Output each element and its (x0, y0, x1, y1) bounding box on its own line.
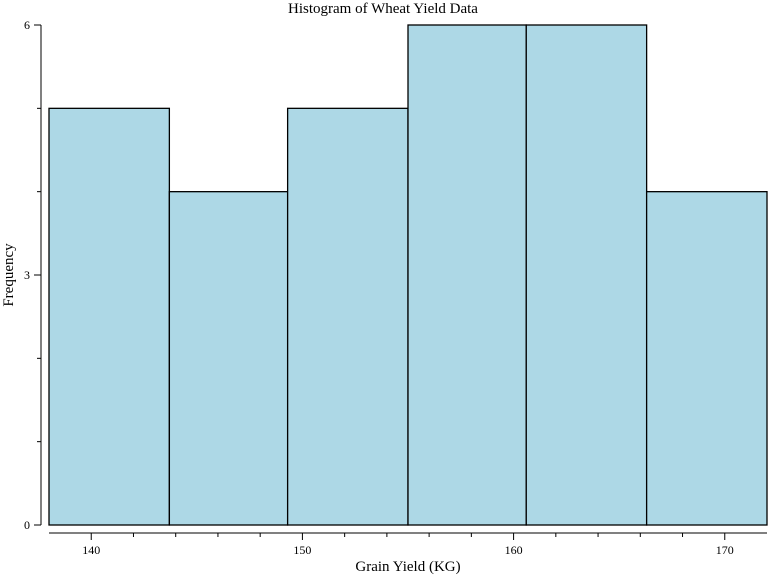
x-tick-label: 170 (716, 543, 734, 557)
histogram-bar-4 (407, 24, 527, 526)
x-tick-label: 140 (82, 543, 100, 557)
histogram-bar-2 (168, 191, 289, 526)
x-tick-label: 150 (293, 543, 311, 557)
histogram-bar-1 (48, 107, 171, 526)
x-axis: 140 150 160 170 (49, 532, 767, 557)
histogram-bar-6 (645, 191, 768, 526)
histogram-bar-3 (286, 107, 409, 526)
y-axis: 0 3 6 (24, 18, 42, 532)
y-tick-label: 3 (24, 268, 30, 282)
bars-group (48, 24, 768, 526)
x-tick-label: 160 (505, 543, 523, 557)
y-tick-label: 0 (24, 518, 30, 532)
histogram-bar-5 (525, 24, 648, 526)
x-axis-label: Grain Yield (KG) (355, 559, 460, 575)
y-tick-label: 6 (24, 18, 30, 32)
y-axis-label: Frequency (1, 243, 17, 307)
chart-title: Histogram of Wheat Yield Data (288, 1, 478, 17)
